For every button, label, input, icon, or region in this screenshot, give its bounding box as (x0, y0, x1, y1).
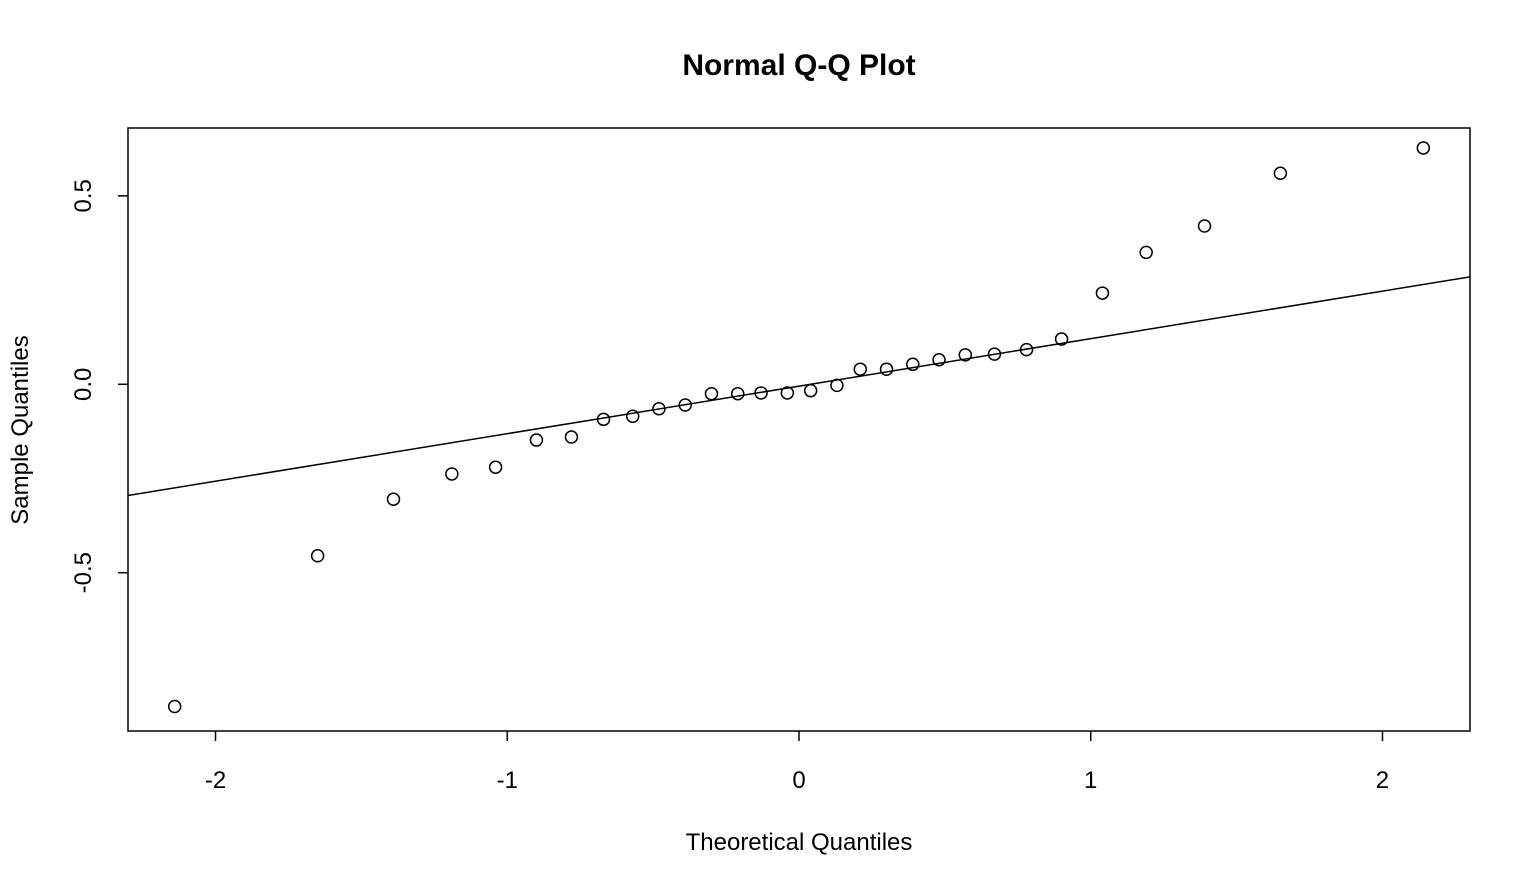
data-point (1416, 141, 1431, 155)
x-axis-title: Theoretical Quantiles (686, 829, 913, 856)
data-point (1139, 245, 1153, 260)
data-point (879, 362, 894, 376)
data-point (652, 402, 666, 416)
data-point (730, 386, 745, 401)
y-tick-label: 0.5 (70, 179, 97, 212)
data-point (1273, 166, 1288, 180)
data-point (830, 378, 844, 393)
plot-layer: -2 -1 0 1 2 -0.5 0.0 0.5 (70, 127, 1471, 794)
data-point (1095, 286, 1110, 300)
data-point (596, 412, 611, 427)
plot-frame (127, 127, 1471, 732)
y-tick-label: 0.0 (70, 368, 97, 401)
data-point (625, 409, 640, 424)
data-point (803, 383, 818, 398)
x-tick-label: -1 (497, 767, 518, 794)
x-tick-label: -2 (205, 767, 226, 794)
x-tick-label: 0 (792, 767, 805, 794)
chart-title: Normal Q-Q Plot (682, 49, 915, 82)
x-tick-label: 1 (1084, 767, 1097, 794)
data-point (1019, 342, 1034, 357)
data-point (167, 699, 182, 714)
data-point (958, 348, 973, 362)
y-axis-title: Sample Quantiles (7, 335, 34, 524)
data-point (1054, 332, 1069, 346)
data-point (932, 353, 946, 367)
data-point (780, 386, 795, 400)
data-point (987, 347, 1002, 361)
data-point (386, 492, 401, 506)
y-tick-label: -0.5 (70, 552, 97, 593)
qq-reference-line (127, 276, 1471, 497)
data-point (906, 357, 920, 372)
data-point (853, 362, 868, 376)
data-point (564, 430, 579, 444)
data-point (754, 386, 768, 400)
data-point (529, 433, 544, 447)
data-point (678, 398, 692, 412)
data-point (310, 549, 325, 563)
x-tick-label: 2 (1376, 767, 1389, 794)
data-point (488, 460, 503, 474)
data-point (445, 467, 459, 481)
data-point (1197, 219, 1212, 233)
data-point (704, 386, 719, 401)
